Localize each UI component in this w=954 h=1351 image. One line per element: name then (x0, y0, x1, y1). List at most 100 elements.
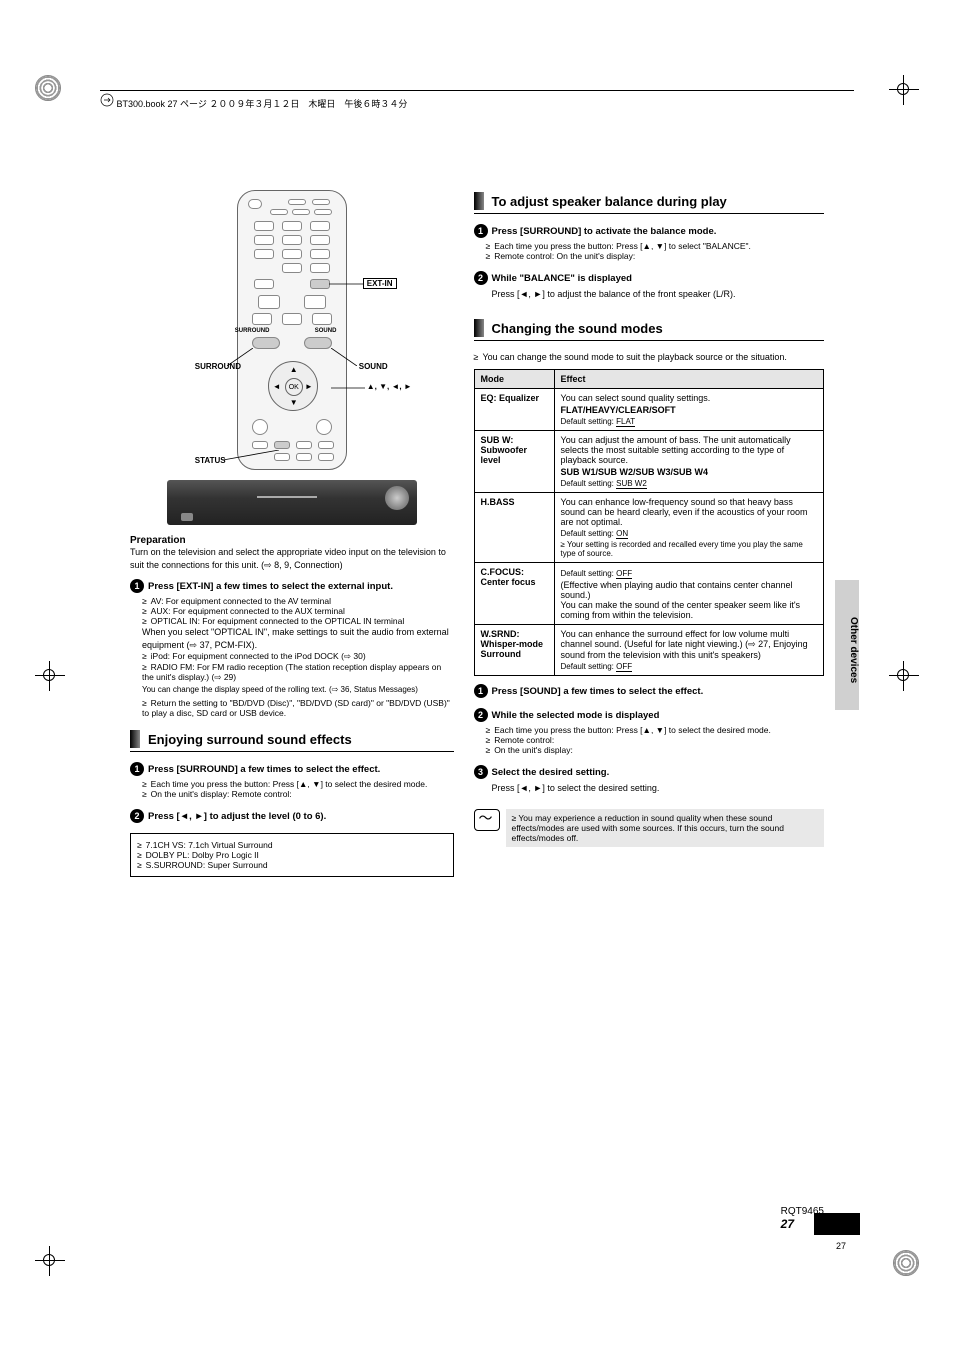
page-header-line: BT300.book 27 ページ ２００９年３月１２日 木曜日 午後６時３４分 (100, 90, 854, 110)
remote-label-sound-tiny: SOUND (315, 328, 337, 334)
surround-box-2: S.SURROUND: Super Surround (137, 860, 447, 870)
preparation-text: Turn on the television and select the ap… (130, 546, 454, 571)
cfocus-default-prefix: Default setting: (561, 569, 617, 578)
eq-default-prefix: Default setting: (561, 417, 617, 426)
sound-step1-num: 1 (474, 684, 488, 698)
mode-cell-eq: EQ: Equalizer (474, 389, 554, 431)
sound-step2-sub: Each time you press the button: Press [▲… (474, 725, 824, 755)
effect-cell-eq: You can select sound quality settings. F… (554, 389, 823, 431)
sound-step2-sub-0: Each time you press the button: Press [▲… (486, 725, 824, 735)
remote-top-btn-1 (288, 199, 306, 205)
note-text: ≥ You may experience a reduction in soun… (506, 809, 824, 847)
left-step1-line-5: RADIO FM: For FM radio reception (The st… (142, 662, 454, 683)
remote-ext-in-button (310, 279, 330, 289)
remote-surround-button (252, 337, 280, 349)
remote-label-status: STATUS (195, 456, 226, 465)
remote-bottom-3 (296, 441, 312, 449)
left-step1-endnote2-wrap: Return the setting to "BD/DVD (Disc)", "… (130, 698, 454, 718)
crop-mark-ml (35, 661, 65, 691)
sound-section: Changing the sound modes ≥You can change… (474, 317, 824, 847)
balance-step1-sub: Each time you press the button: Press [▲… (474, 241, 824, 261)
callout-line-cursor (331, 387, 365, 389)
surround-step2-num: 2 (130, 809, 144, 823)
remote-power-button (248, 199, 262, 209)
balance-step1-head: Press [SURROUND] to activate the balance… (492, 226, 717, 237)
remote-label-cursor: ▲, ▼, ◄, ► (367, 382, 412, 391)
remote-lower-circle-r (316, 419, 332, 435)
callout-line-sound (331, 348, 357, 366)
effect-cell-wsrnd: You can enhance the surround effect for … (554, 625, 823, 676)
sound-step1: 1 Press [SOUND] a few times to select the… (474, 684, 824, 698)
side-tab: Other devices (835, 580, 859, 710)
remote-num-0 (282, 263, 302, 273)
remote-transport-2 (304, 295, 326, 309)
page-header-text: BT300.book 27 ページ ２００９年３月１２日 木曜日 午後６時３４分 (117, 99, 408, 109)
remote-num-7 (254, 249, 274, 259)
sound-step2: 2 While the selected mode is displayed Ea… (474, 708, 824, 755)
left-step1-line-1: AUX: For equipment connected to the AUX … (142, 606, 454, 616)
note-text-inner: You may experience a reduction in sound … (512, 813, 784, 843)
remote-num-6 (310, 235, 330, 245)
surround-heading: Enjoying surround sound effects (130, 728, 454, 752)
left-step1-line-2: OPTICAL IN: For equipment connected to t… (142, 616, 454, 626)
crop-mark-tl (35, 75, 61, 101)
surround-box-1: DOLBY PL: Dolby Pro Logic II (137, 850, 447, 860)
balance-step1: 1Press [SURROUND] to activate the balanc… (474, 224, 824, 261)
remote-row2-btn-2 (292, 209, 310, 215)
crop-mark-br (893, 1250, 919, 1276)
remote-bottom-7 (318, 453, 334, 461)
mode-cell-hbass: H.BASS (474, 493, 554, 563)
surround-box-0: 7.1CH VS: 7.1ch Virtual Surround (137, 840, 447, 850)
left-step1: 1Press [EXT-IN] a few times to select th… (130, 579, 454, 718)
left-step1-head: Press [EXT-IN] a few times to select the… (148, 581, 393, 592)
cfocus-body: (Effective when playing audio that conta… (561, 580, 817, 620)
table-row: C.FOCUS: Center focus Default setting: O… (474, 563, 823, 625)
hbass-extra: ≥ Your setting is recorded and recalled … (561, 540, 817, 558)
sound-step3-head: Select the desired setting. (492, 767, 610, 778)
crop-mark-tr (889, 75, 919, 105)
remote-skip-back (254, 279, 274, 289)
remote-num-1 (254, 221, 274, 231)
left-step1-endnote: You can change the display speed of the … (130, 685, 454, 694)
remote-num-8 (282, 249, 302, 259)
note-icon (474, 809, 500, 831)
remote-num-5 (282, 235, 302, 245)
remote-lower-circle-l (252, 419, 268, 435)
left-column: OK ▲ ▼ ◄ ► EXT-IN (130, 190, 454, 1201)
remote-num-9 (310, 249, 330, 259)
balance-step2-body: Press [◄, ►] to adjust the balance of th… (474, 288, 824, 301)
surround-step1-sub-0: Each time you press the button: Press [▲… (142, 779, 454, 789)
surround-section: Enjoying surround sound effects 1 Press [… (130, 728, 454, 877)
page-num-inner: 27 (781, 1217, 794, 1231)
mode-cell-cfocus: C.FOCUS: Center focus (474, 563, 554, 625)
eq-default: FLAT (616, 417, 635, 427)
surround-step2-head: Press [◄, ►] to adjust the level (0 to 6… (148, 811, 326, 822)
balance-step2-head: While "BALANCE" is displayed (492, 273, 632, 284)
hbass-default-prefix: Default setting: (561, 529, 617, 538)
remote-bottom-1 (252, 441, 268, 449)
sound-step2-sub-1: Remote control: (486, 735, 824, 745)
remote-left-icon: ◄ (273, 382, 281, 391)
surround-step1-head: Press [SURROUND] a few times to select t… (148, 764, 380, 775)
table-row: EQ: Equalizer You can select sound quali… (474, 389, 823, 431)
sound-step3-body: Press [◄, ►] to select the desired setti… (474, 782, 824, 795)
remote-num-4 (254, 235, 274, 245)
remote-transport-4 (282, 313, 302, 325)
sound-step2-head: While the selected mode is displayed (492, 710, 660, 721)
sound-heading: Changing the sound modes (474, 317, 824, 341)
surround-step2: 2 Press [◄, ►] to adjust the level (0 to … (130, 809, 454, 823)
surround-step1-num: 1 (130, 762, 144, 776)
preparation-title: Preparation (130, 535, 454, 546)
player-illustration (167, 480, 417, 525)
effect-cell-hbass: You can enhance low-frequency sound so t… (554, 493, 823, 563)
remote-down-icon: ▼ (290, 398, 298, 407)
remote-row2-btn-1 (270, 209, 288, 215)
sound-step2-num: 2 (474, 708, 488, 722)
player-port (181, 513, 193, 521)
remote-right-icon: ► (305, 382, 313, 391)
sound-step1-head: Press [SOUND] a few times to select the … (492, 686, 704, 697)
left-step1-line-3: When you select "OPTICAL IN", make setti… (130, 626, 454, 651)
page-num-footer: 27 (836, 1241, 846, 1251)
subw-effect-text: You can adjust the amount of bass. The u… (561, 435, 817, 465)
remote-bottom-4 (318, 441, 334, 449)
